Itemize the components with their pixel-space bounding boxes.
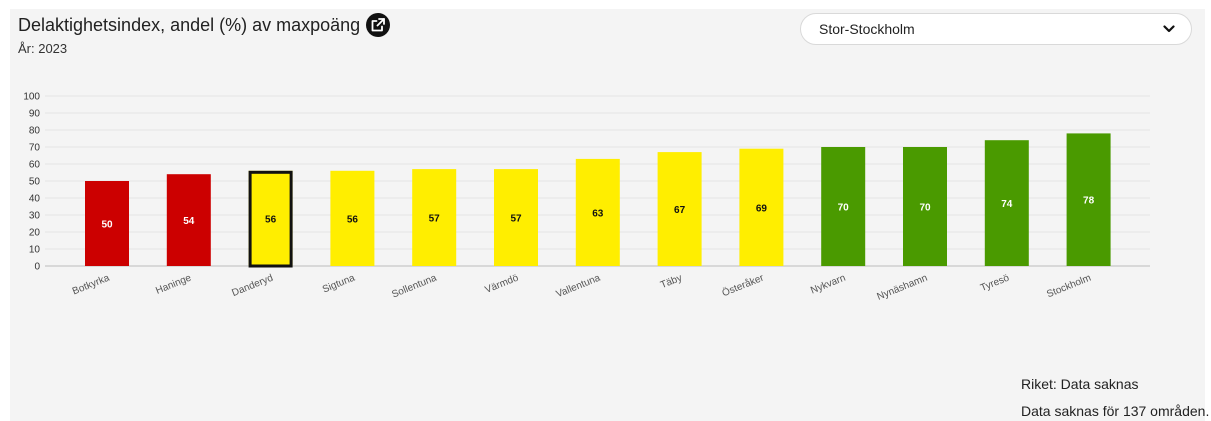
year-label: År: 2023	[18, 41, 68, 56]
x-tick-label: Vallentuna	[555, 272, 603, 300]
bar	[1066, 133, 1111, 266]
region-select[interactable]: Stor-Stockholm	[800, 13, 1192, 45]
x-tick-label: Värmdö	[484, 272, 521, 295]
y-tick-label: 60	[29, 160, 41, 171]
y-tick-label: 80	[29, 126, 41, 137]
data-label: 56	[347, 214, 359, 225]
bar	[984, 140, 1029, 266]
data-label: 78	[1083, 196, 1095, 207]
data-label: 70	[919, 203, 931, 214]
x-tick-label: Tyresö	[979, 272, 1011, 294]
bar	[657, 152, 702, 266]
y-tick-label: 40	[29, 194, 41, 205]
external-link-button[interactable]	[366, 13, 391, 37]
bar	[412, 169, 457, 266]
data-label: 56	[265, 214, 277, 225]
x-tick-label: Österåker	[720, 271, 766, 299]
x-tick-label: Nynäshamn	[876, 273, 930, 303]
chart-title: Delaktighetsindex, andel (%) av maxpoäng	[18, 14, 361, 35]
y-tick-label: 0	[34, 262, 40, 273]
y-tick-label: 10	[29, 245, 41, 256]
y-tick-label: 100	[23, 92, 40, 103]
data-label: 69	[756, 203, 768, 214]
bar-highlight-outline	[248, 170, 293, 268]
bar	[821, 147, 866, 266]
x-tick-label: Haninge	[154, 272, 193, 296]
y-tick-label: 70	[29, 143, 41, 154]
bar	[903, 147, 947, 266]
national-note: Riket: Data saknas	[1021, 376, 1139, 392]
data-label: 50	[101, 220, 113, 231]
x-tick-label: Stockholm	[1045, 273, 1092, 301]
data-label: 63	[592, 208, 604, 219]
title-row: Delaktighetsindex, andel (%) av maxpoäng	[18, 13, 391, 37]
y-tick-label: 90	[29, 109, 41, 120]
x-tick-label: Sollentuna	[390, 272, 438, 300]
bar	[739, 148, 784, 266]
external-link-icon	[371, 18, 386, 32]
bar	[575, 158, 620, 266]
y-tick-label: 50	[29, 177, 41, 188]
data-label: 74	[1001, 199, 1013, 210]
data-label: 57	[429, 214, 441, 225]
x-tick-label: Danderyd	[230, 273, 274, 299]
bar	[494, 169, 538, 266]
x-tick-label: Täby	[659, 273, 684, 292]
x-tick-label: Nykvarn	[809, 273, 847, 297]
x-tick-label: Sigtuna	[321, 272, 357, 295]
y-tick-label: 30	[29, 211, 41, 222]
data-label: 54	[183, 216, 195, 227]
bar-chart: 0 10 20 30 40 50 60 70 80 90 100 50 Botkyrka 54 Haning…	[23, 92, 1150, 303]
bar	[248, 170, 293, 266]
bar	[166, 174, 211, 266]
bar	[330, 170, 375, 266]
missing-data-note: Data saknas för 137 områden.	[1021, 403, 1210, 419]
data-label: 67	[674, 205, 686, 216]
data-label: 57	[510, 214, 522, 225]
y-tick-label: 20	[29, 228, 41, 239]
chevron-down-icon	[1163, 25, 1175, 33]
data-label: 70	[838, 203, 850, 214]
x-tick-label: Botkyrka	[71, 272, 112, 297]
region-select-value: Stor-Stockholm	[819, 21, 915, 37]
bar	[85, 181, 129, 266]
